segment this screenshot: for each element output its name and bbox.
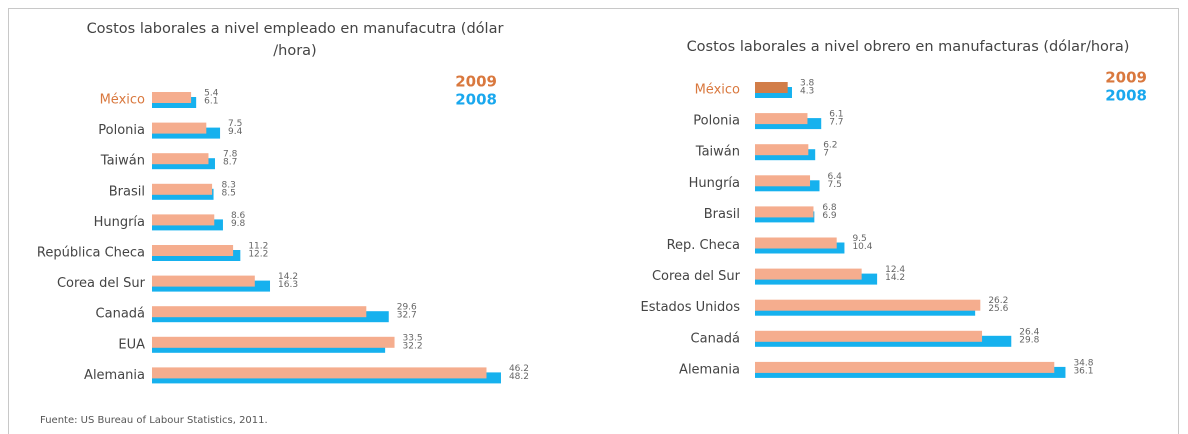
category-label: Brasil <box>704 207 740 222</box>
frame <box>8 8 1179 434</box>
value-label: 8.7 <box>223 158 237 168</box>
bar <box>152 122 207 134</box>
bar <box>152 245 234 256</box>
bar <box>755 113 808 125</box>
value-label: 14.2 <box>885 273 905 283</box>
category-label: Polonia <box>98 123 145 138</box>
value-label: 6.9 <box>822 211 837 221</box>
bar <box>755 361 1055 373</box>
bar <box>755 237 837 249</box>
category-label: Taiwán <box>100 154 145 169</box>
value-label: 4.3 <box>800 87 814 97</box>
category-label: Hungría <box>689 176 740 191</box>
value-label: 32.7 <box>397 311 417 321</box>
value-label: 7.7 <box>829 118 843 128</box>
bar <box>755 175 811 187</box>
value-label: 10.4 <box>852 242 872 252</box>
value-label: 14.2 <box>278 272 298 282</box>
category-label: Taiwán <box>695 145 740 160</box>
value-label: 29.6 <box>397 303 417 313</box>
value-label: 7.5 <box>828 180 842 190</box>
category-label: Corea del Sur <box>57 276 146 291</box>
category-label: México <box>695 83 740 98</box>
value-label: 34.8 <box>1073 358 1093 368</box>
category-label: Canadá <box>691 331 740 346</box>
value-label: 5.4 <box>204 89 219 99</box>
category-label: Canadá <box>96 307 145 322</box>
bar <box>152 306 367 318</box>
category-label: Hungría <box>94 215 145 230</box>
category-label: EUA <box>118 337 145 352</box>
value-label: 26.2 <box>988 296 1008 306</box>
value-label: 11.2 <box>248 242 268 252</box>
bar <box>755 206 814 218</box>
legend-label: 2009 <box>1105 69 1147 87</box>
category-label: Alemania <box>679 362 740 377</box>
value-label: 6.2 <box>823 141 837 151</box>
legend-label: 2009 <box>455 73 497 91</box>
chart-title: Costos laborales a nivel obrero en manuf… <box>686 39 1130 55</box>
bar <box>755 330 983 342</box>
value-label: 7.5 <box>228 119 242 129</box>
value-label: 12.4 <box>885 265 905 275</box>
value-label: 29.8 <box>1019 335 1039 345</box>
bar <box>152 153 209 165</box>
bar <box>152 214 215 226</box>
value-label: 48.2 <box>509 372 529 382</box>
value-label: 6.1 <box>204 97 218 107</box>
category-label: Corea del Sur <box>652 269 741 284</box>
value-label: 32.2 <box>403 341 423 351</box>
bar <box>152 367 487 379</box>
legend-label: 2008 <box>1105 87 1147 105</box>
category-label: Estados Unidos <box>640 300 740 315</box>
value-label: 33.5 <box>403 333 423 343</box>
value-label: 26.4 <box>1019 327 1039 337</box>
source-note: Fuente: US Bureau of Labour Statistics, … <box>40 415 268 426</box>
value-label: 9.8 <box>231 219 246 229</box>
value-label: 8.6 <box>231 211 246 221</box>
value-label: 46.2 <box>509 364 529 374</box>
value-label: 9.5 <box>852 234 866 244</box>
value-label: 36.1 <box>1073 366 1093 376</box>
legend-label: 2008 <box>455 91 497 109</box>
value-label: 8.3 <box>222 180 236 190</box>
bar <box>152 336 395 348</box>
category-label: Alemania <box>84 368 145 383</box>
category-label: México <box>100 93 145 108</box>
value-label: 16.3 <box>278 280 298 290</box>
bar <box>755 82 788 93</box>
category-label: República Checa <box>37 246 145 261</box>
value-label: 25.6 <box>988 304 1008 314</box>
bar <box>755 144 809 156</box>
category-label: Brasil <box>109 184 145 199</box>
value-label: 12.2 <box>248 250 268 260</box>
value-label: 6.1 <box>829 110 843 120</box>
bar <box>152 183 213 195</box>
category-label: Polonia <box>693 114 740 129</box>
bar <box>755 268 862 280</box>
value-label: 3.8 <box>800 79 815 89</box>
value-label: 7 <box>823 149 829 159</box>
value-label: 9.4 <box>228 127 243 137</box>
chart-title: Costos laborales a nivel empleado en man… <box>86 21 504 59</box>
value-label: 6.4 <box>828 172 843 182</box>
bar <box>755 299 981 311</box>
category-label: Rep. Checa <box>667 238 740 253</box>
bar <box>152 92 192 103</box>
value-label: 8.5 <box>222 188 236 198</box>
bar <box>152 275 255 287</box>
value-label: 7.8 <box>223 150 238 160</box>
value-label: 6.8 <box>822 203 837 213</box>
